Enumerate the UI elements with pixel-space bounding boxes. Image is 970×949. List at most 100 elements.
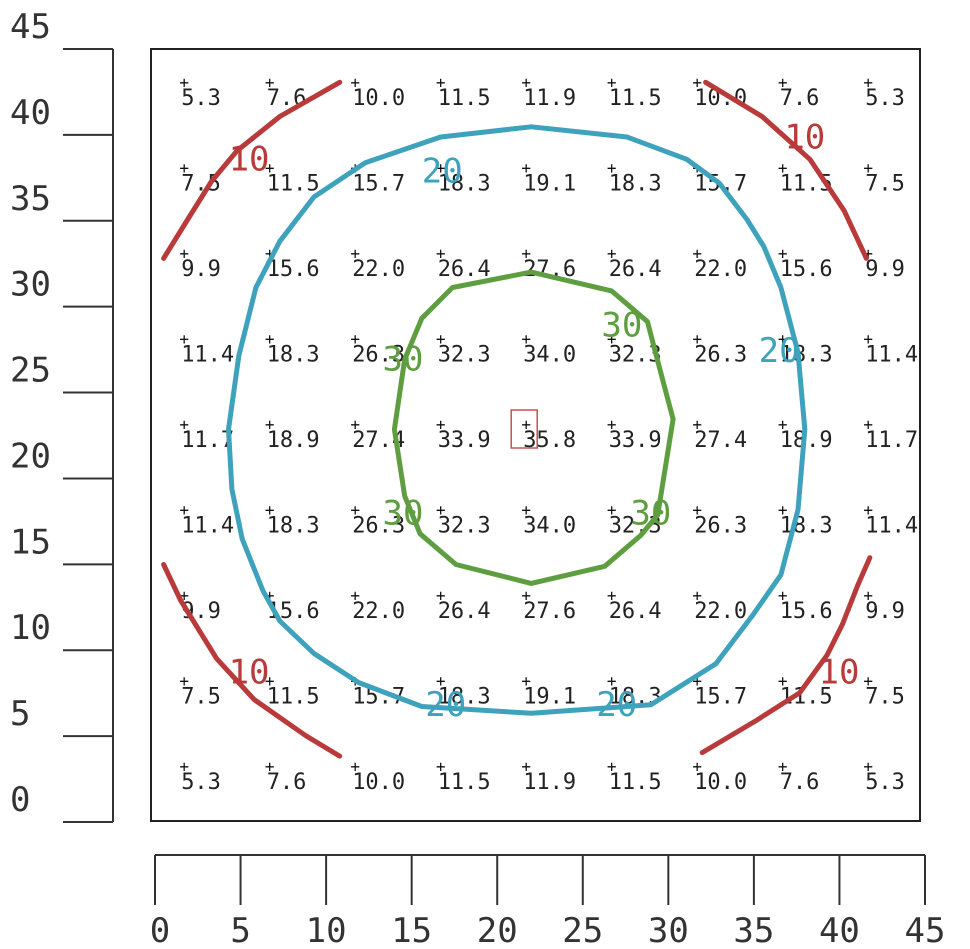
grid-value: 11.9 [523,770,576,795]
grid-value: 11.5 [609,86,662,111]
grid-value: 18.3 [438,172,491,197]
grid-point-marker: + [265,501,275,520]
grid-value: 34.0 [523,343,576,368]
x-tick-label: 10 [306,911,347,949]
grid-value: 18.3 [780,343,833,368]
grid-point-marker: + [179,757,189,776]
grid-value: 5.3 [865,770,905,795]
grid-point-marker: + [778,244,788,263]
contour-label-30: 30 [601,305,642,345]
grid-point-marker: + [265,586,275,605]
grid-value: 11.4 [865,514,918,539]
plot-frame [150,48,921,822]
grid-value: 11.5 [267,172,320,197]
grid-point-marker: + [863,330,873,349]
grid-point-marker: + [692,244,702,263]
grid-point-marker: + [778,73,788,92]
grid-value: 5.3 [181,770,221,795]
grid-point-marker: + [778,415,788,434]
y-tick-label: 35 [10,179,51,219]
contour-label-30: 30 [630,493,671,533]
grid-value: 18.3 [267,514,320,539]
y-tick-label: 45 [10,7,51,47]
grid-point-marker: + [436,586,446,605]
grid-value: 22.0 [352,257,405,282]
x-tick-label: 45 [905,911,946,949]
y-tick-label: 10 [10,608,51,648]
grid-point-marker: + [521,415,531,434]
grid-value: 18.3 [609,172,662,197]
grid-value: 11.5 [438,86,491,111]
grid-value: 27.6 [523,599,576,624]
grid-value: 32.3 [438,514,491,539]
grid-point-marker: + [179,159,189,178]
grid-value: 26.3 [352,514,405,539]
grid-point-marker: + [265,73,275,92]
grid-point-marker: + [436,672,446,691]
grid-point-marker: + [778,757,788,776]
max-point-box [510,409,538,449]
grid-point-marker: + [778,672,788,691]
grid-point-marker: + [265,672,275,691]
grid-point-marker: + [436,415,446,434]
grid-value: 7.5 [181,685,221,710]
grid-value: 10.0 [694,770,747,795]
grid-point-marker: + [350,330,360,349]
grid-point-marker: + [607,757,617,776]
grid-point-marker: + [607,330,617,349]
grid-value: 11.5 [267,685,320,710]
y-tick-label: 0 [10,780,30,820]
contour-line-10 [161,562,343,759]
grid-value: 15.7 [694,685,747,710]
grid-value: 19.1 [523,172,576,197]
grid-point-marker: + [436,330,446,349]
x-tick-label: 25 [562,911,603,949]
x-tick-label: 35 [733,911,774,949]
grid-point-marker: + [436,159,446,178]
grid-point-marker: + [350,757,360,776]
contour-line-10 [703,79,869,261]
grid-point-marker: + [607,501,617,520]
grid-point-marker: + [778,501,788,520]
grid-point-marker: + [521,244,531,263]
grid-value: 15.6 [780,599,833,624]
grid-point-marker: + [179,586,189,605]
grid-point-marker: + [436,73,446,92]
grid-point-marker: + [692,586,702,605]
grid-value: 10.0 [352,86,405,111]
grid-value: 11.7 [181,428,234,453]
contour-label-20: 20 [422,151,463,191]
x-tick-label: 5 [230,911,250,949]
grid-value: 7.5 [865,172,905,197]
y-tick-label: 30 [10,265,51,305]
contour-label-10: 10 [229,652,270,692]
contour-line-10 [699,555,873,756]
grid-value: 26.3 [694,343,747,368]
grid-value: 7.5 [865,685,905,710]
grid-value: 11.4 [181,514,234,539]
grid-point-marker: + [521,501,531,520]
grid-point-marker: + [778,330,788,349]
grid-point-marker: + [179,73,189,92]
grid-value: 10.0 [352,770,405,795]
grid-point-marker: + [436,501,446,520]
grid-point-marker: + [521,757,531,776]
contour-label-20: 20 [596,685,637,725]
contour-label-30: 30 [382,340,423,380]
y-tick-label: 40 [10,93,51,133]
y-tick-label: 5 [10,694,30,734]
grid-value: 33.9 [609,428,662,453]
grid-value: 11.5 [438,770,491,795]
grid-point-marker: + [607,73,617,92]
grid-point-marker: + [692,757,702,776]
grid-value: 18.3 [780,514,833,539]
contour-label-20: 20 [759,331,800,371]
x-tick-label: 15 [391,911,432,949]
grid-point-marker: + [607,586,617,605]
contour-label-10: 10 [229,139,270,179]
grid-point-marker: + [863,244,873,263]
grid-point-marker: + [863,586,873,605]
grid-value: 22.0 [352,599,405,624]
grid-point-marker: + [265,244,275,263]
grid-point-marker: + [607,244,617,263]
